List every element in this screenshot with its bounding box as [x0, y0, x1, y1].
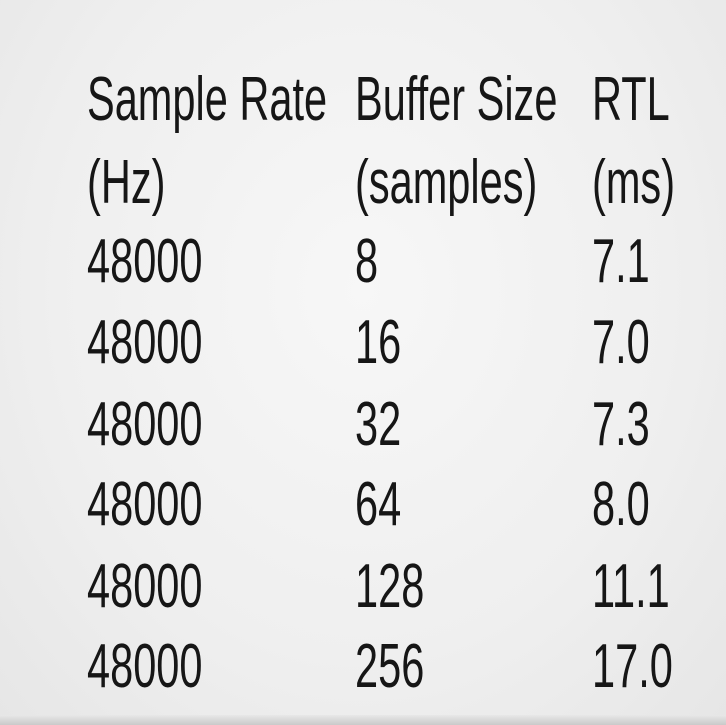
table-cell: 7.3: [592, 390, 650, 459]
column-title: RTL: [592, 65, 670, 134]
column-unit: (samples): [355, 148, 538, 217]
table-cell: 48000: [87, 632, 203, 701]
table-cell: 7.1: [592, 227, 650, 296]
table-cell: 16: [355, 308, 402, 377]
table-cell: 48000: [87, 470, 203, 539]
column-unit: (ms): [592, 148, 676, 217]
table-cell: 64: [355, 470, 402, 539]
table-cell: 128: [355, 552, 425, 621]
column-title: Sample Rate: [87, 65, 328, 134]
table-cell: 48000: [87, 552, 203, 621]
table-cell: 7.0: [592, 308, 650, 377]
table-cell: 48000: [87, 227, 203, 296]
table-cell: 48000: [87, 390, 203, 459]
table-cell: 256: [355, 632, 425, 701]
column-title: Buffer Size: [355, 65, 558, 134]
table-cell: 32: [355, 390, 402, 459]
table-cell: 8.0: [592, 470, 650, 539]
column-unit: (Hz): [87, 148, 166, 217]
table-cell: 17.0: [592, 632, 673, 701]
table-cell: 11.1: [592, 552, 670, 621]
table-cell: 48000: [87, 308, 203, 377]
table-cell: 8: [355, 227, 379, 296]
